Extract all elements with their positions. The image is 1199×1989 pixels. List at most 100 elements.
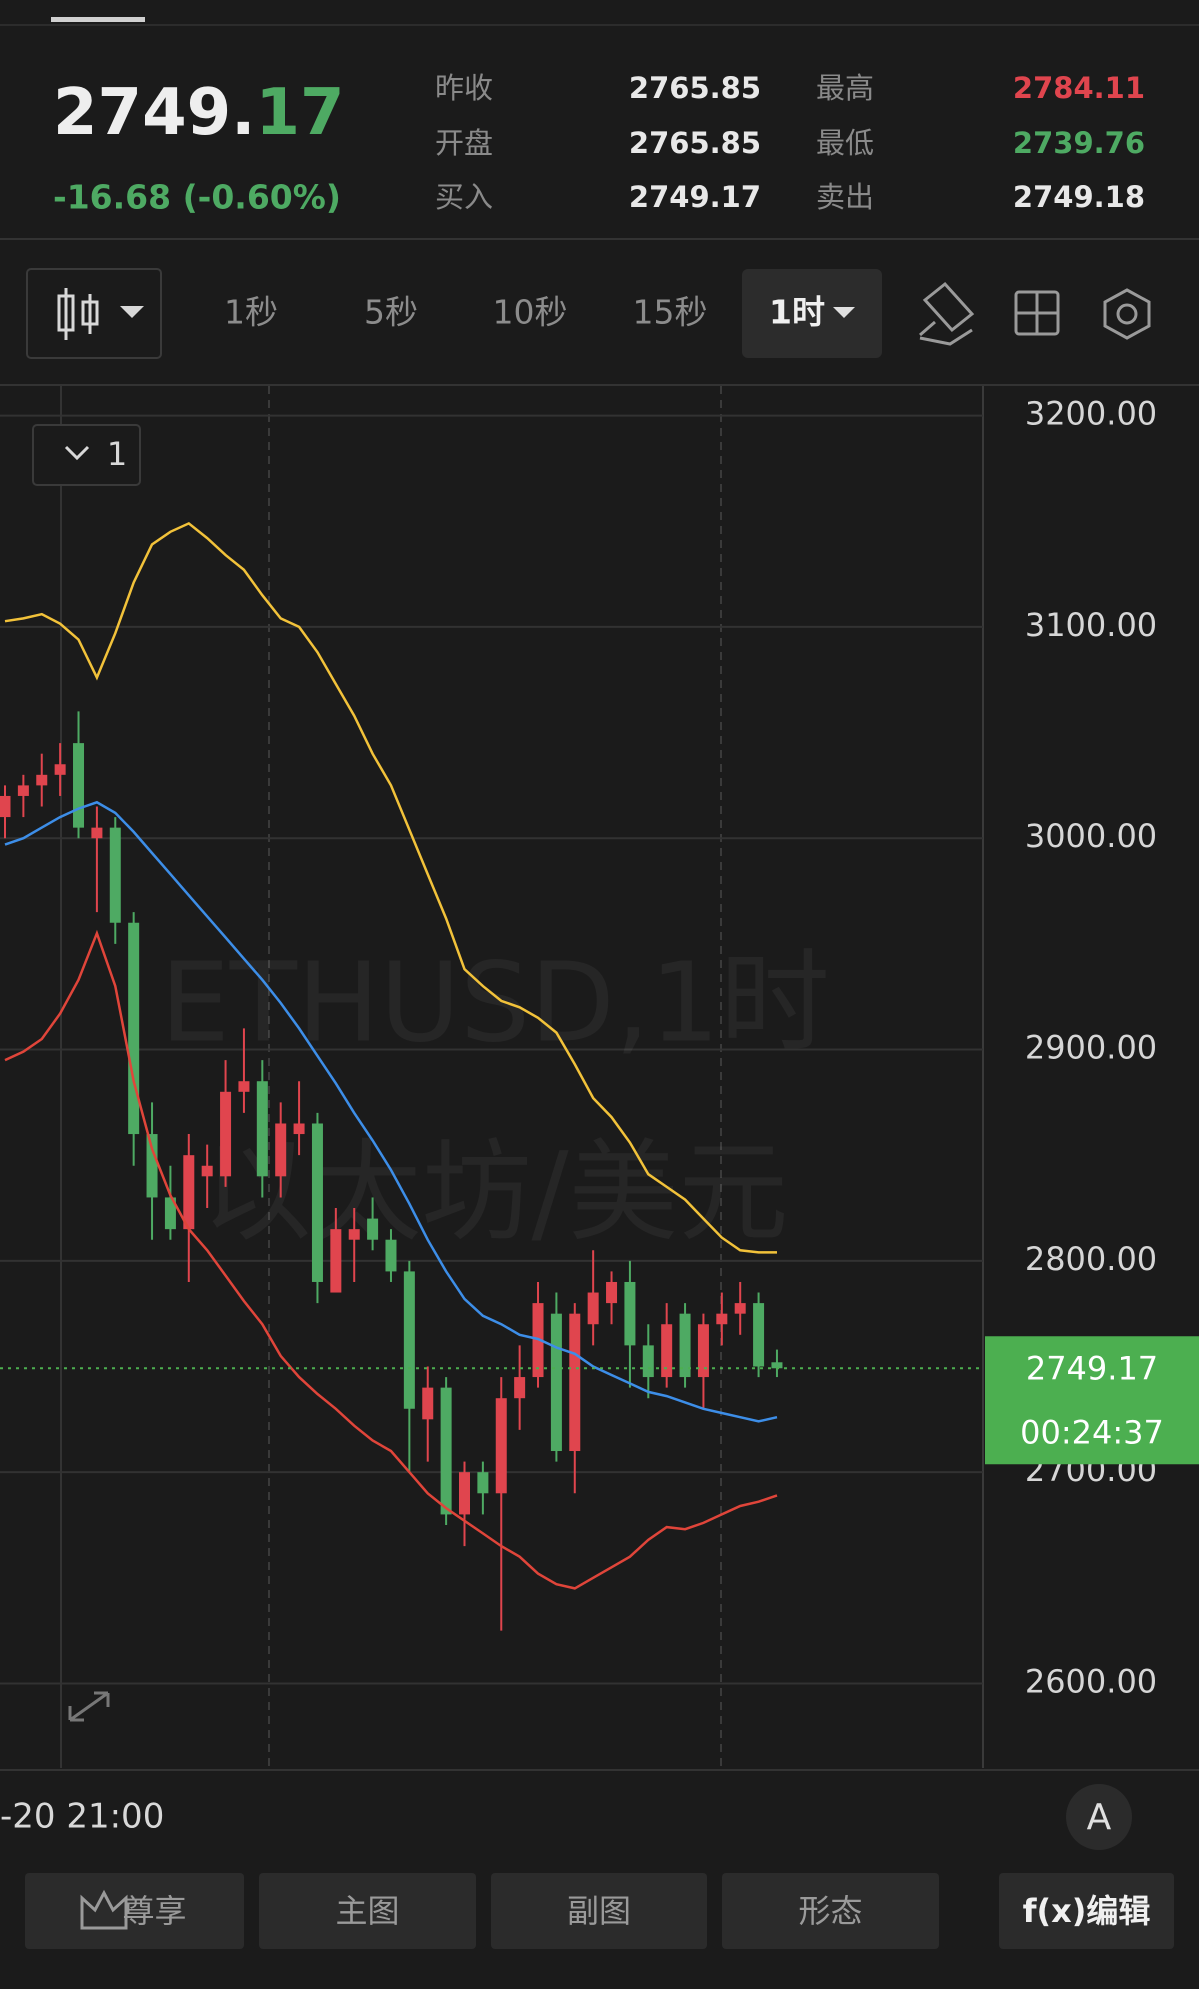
y-tick-label: 2900.00 — [1025, 1029, 1157, 1067]
font-button[interactable]: A — [1066, 1784, 1132, 1850]
candle-body — [459, 1472, 470, 1515]
band-line — [4, 800, 778, 1423]
candle-body — [514, 1377, 526, 1399]
button-frame — [26, 268, 162, 359]
watermark: 以太坊/美元 — [201, 1128, 788, 1256]
interval-bar: 1秒 5秒 10秒 15秒 1时 — [224, 269, 882, 358]
candle-body — [36, 774, 48, 786]
candle-body — [495, 1398, 507, 1494]
candle-body — [109, 827, 121, 923]
candle-body — [164, 1197, 176, 1230]
footer-button-label: 副图 — [567, 1892, 631, 1930]
interval[interactable]: 5秒 — [364, 293, 418, 332]
indicator-toggle[interactable]: 1 — [32, 424, 141, 486]
footer-button[interactable] — [999, 1873, 1174, 1949]
candle-body — [661, 1324, 673, 1378]
draw-icon[interactable] — [919, 281, 975, 346]
candle-body — [422, 1387, 434, 1420]
band-line — [4, 929, 778, 1590]
y-tick-label: 2600.00 — [1025, 1662, 1157, 1700]
stat-value: 2765.85 — [629, 126, 761, 160]
candle-body — [753, 1303, 765, 1367]
candle-body — [201, 1165, 213, 1177]
interval[interactable]: 1时 — [769, 293, 825, 332]
band-line — [4, 521, 777, 1254]
active-interval-bg — [742, 269, 882, 358]
candle-body — [348, 1229, 360, 1240]
stat-label: 买入 — [435, 180, 493, 214]
candle-body — [606, 1281, 618, 1304]
candle-body — [550, 1313, 562, 1452]
candle-body — [238, 1081, 250, 1092]
candle-body — [146, 1134, 158, 1198]
candle-body — [220, 1091, 232, 1177]
toggle-frame — [32, 424, 141, 486]
price-change: -16.68 (-0.60%) — [53, 178, 341, 217]
candle-body — [587, 1292, 599, 1325]
stat-label: 卖出 — [816, 180, 874, 214]
candle-body — [311, 1123, 323, 1282]
price: 2749.17 — [53, 76, 345, 150]
stat-label: 最高 — [816, 71, 874, 105]
footer-button-label: 主图 — [335, 1892, 399, 1930]
stat-value: 2784.11 — [1013, 71, 1145, 105]
candle-body — [385, 1239, 397, 1272]
candle-body — [697, 1324, 709, 1378]
candle-body — [0, 795, 11, 818]
candle-body — [367, 1218, 379, 1240]
candle-icon — [57, 288, 99, 340]
y-tick-label: 3000.00 — [1025, 817, 1157, 855]
interval[interactable]: 15秒 — [633, 293, 708, 332]
expand-icon[interactable] — [68, 1691, 110, 1722]
last-price-box — [985, 1336, 1199, 1465]
watermark: ETHUSD,1时 — [160, 938, 829, 1066]
candle-body — [403, 1271, 415, 1409]
tab-indicator — [51, 17, 145, 22]
stat-label: 最低 — [816, 126, 874, 160]
stat-label: 开盘 — [435, 126, 493, 160]
button-bg — [1066, 1784, 1132, 1850]
settings-icon[interactable] — [1103, 288, 1151, 340]
price-decimal: 17 — [255, 76, 344, 150]
chart-type-button[interactable] — [26, 268, 162, 359]
stat-value: 2749.18 — [1013, 180, 1145, 214]
stat-value: 2749.17 — [629, 180, 761, 214]
candle-body — [54, 764, 66, 775]
footer-button[interactable] — [722, 1873, 939, 1949]
candle-body — [679, 1313, 691, 1378]
interval[interactable]: 1秒 — [224, 293, 278, 332]
candle-body — [440, 1387, 452, 1515]
last-price-label: 2749.17 — [1026, 1349, 1158, 1387]
footer-button[interactable] — [25, 1873, 244, 1949]
footer-button-label: f(x)编辑 — [1023, 1892, 1151, 1930]
candle-body — [91, 827, 103, 839]
chevron — [64, 445, 90, 461]
price-main: 2749. — [53, 76, 255, 150]
y-tick-label: 3100.00 — [1025, 606, 1157, 644]
candle-body — [183, 1155, 195, 1230]
candle-body — [17, 785, 29, 796]
candle-body — [275, 1123, 287, 1177]
crown-icon — [80, 1889, 128, 1930]
candle-body — [293, 1123, 305, 1135]
stat-value: 2739.76 — [1013, 126, 1145, 160]
footer-button[interactable] — [259, 1873, 476, 1949]
candle-body — [624, 1281, 636, 1346]
candle-body — [734, 1303, 746, 1314]
x-axis-label: -20 21:00 — [0, 1797, 164, 1837]
candle-body — [73, 743, 85, 828]
tool-icons — [919, 281, 1151, 346]
candle-body — [642, 1345, 654, 1378]
indicator-label: 1 — [107, 435, 127, 473]
candle-body — [771, 1362, 783, 1369]
y-tick-label: 2800.00 — [1025, 1240, 1157, 1278]
footer-buttons: 尊享 主图 副图 形态 f(x)编辑 — [25, 1873, 1174, 1949]
footer-button[interactable] — [491, 1873, 707, 1949]
candle-body — [716, 1313, 728, 1325]
candle-body — [569, 1313, 581, 1452]
stat-value: 2765.85 — [629, 71, 761, 105]
candle-body — [330, 1229, 342, 1293]
interval[interactable]: 10秒 — [493, 293, 568, 332]
